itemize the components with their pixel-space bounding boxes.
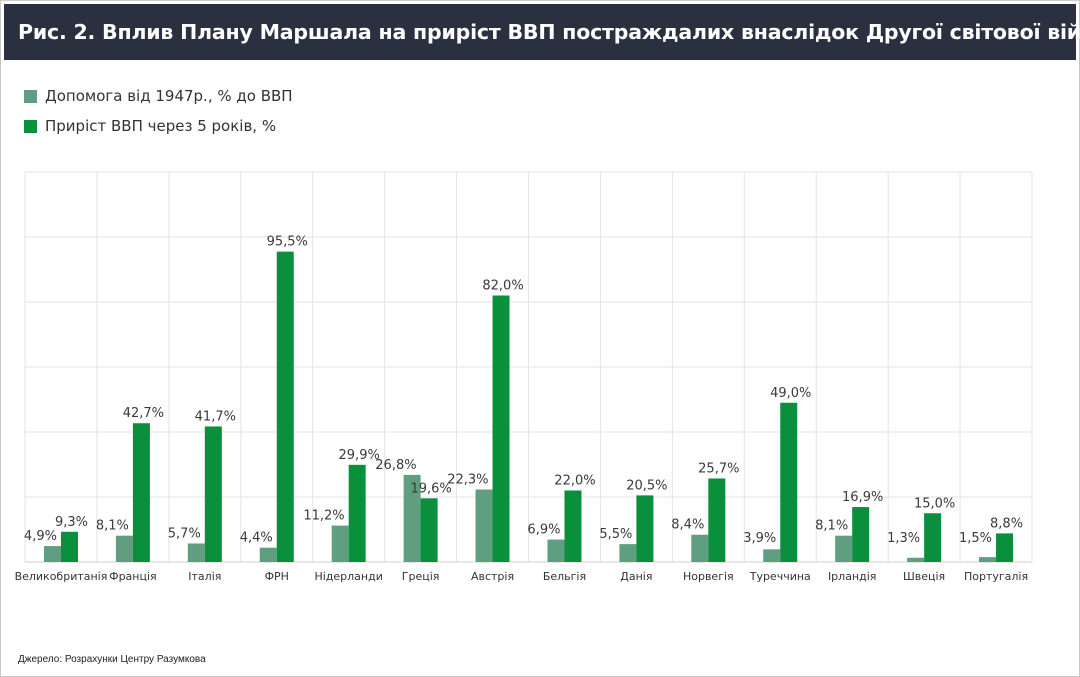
data-label-aid: 26,8% — [375, 458, 416, 473]
category-label: Швеція — [903, 570, 945, 583]
bar-aid — [979, 557, 997, 562]
bar-growth — [492, 295, 510, 562]
bar-growth — [276, 251, 294, 562]
category-label: Португалія — [964, 570, 1028, 583]
data-label-aid: 5,5% — [599, 527, 632, 542]
data-label-growth: 49,0% — [770, 386, 811, 401]
data-label-aid: 6,9% — [527, 523, 560, 538]
bar-growth — [132, 423, 150, 562]
data-label-aid: 8,1% — [815, 519, 848, 534]
bar-growth — [204, 426, 222, 562]
bar-aid — [403, 474, 421, 562]
title-bar: Рис. 2. Вплив Плану Маршала на приріст В… — [4, 4, 1080, 60]
data-label-aid: 1,5% — [959, 531, 992, 546]
bar-aid — [907, 557, 925, 562]
category-label: Греція — [402, 570, 440, 583]
bar-growth — [60, 531, 78, 562]
bar-growth — [348, 464, 366, 562]
bar-aid — [691, 534, 709, 562]
category-label: Італія — [188, 570, 221, 583]
legend-swatch-growth — [24, 119, 37, 133]
category-label: Австрія — [471, 570, 514, 583]
bar-growth — [708, 478, 726, 562]
bar-growth — [852, 507, 870, 562]
bar-aid — [331, 525, 349, 562]
bar-aid — [187, 543, 205, 562]
category-label: Данія — [620, 570, 652, 583]
bar-aid — [835, 535, 853, 562]
bar-growth — [636, 495, 654, 562]
category-label: ФРН — [265, 570, 289, 583]
data-label-aid: 4,9% — [24, 529, 57, 544]
bar-aid — [115, 535, 133, 562]
category-label: Франція — [109, 570, 157, 583]
bar-aid — [619, 544, 637, 562]
chart-title: Рис. 2. Вплив Плану Маршала на приріст В… — [18, 20, 1080, 44]
bar-aid — [259, 547, 277, 562]
data-label-growth: 42,7% — [123, 406, 164, 421]
legend-label-growth: Приріст ВВП через 5 років, % — [45, 117, 277, 135]
bar-aid — [475, 489, 493, 562]
bar-growth — [780, 402, 798, 562]
data-label-aid: 3,9% — [743, 531, 776, 546]
data-label-growth: 16,9% — [842, 490, 883, 505]
legend-item-growth: Приріст ВВП через 5 років, % — [24, 114, 293, 138]
data-label-aid: 8,4% — [671, 518, 704, 533]
category-label: Великобританія — [15, 570, 108, 583]
bar-aid — [43, 546, 61, 562]
bar-aid — [547, 539, 565, 562]
legend-swatch-aid — [24, 89, 37, 103]
data-label-growth: 20,5% — [626, 478, 667, 493]
bar-growth — [564, 490, 582, 562]
data-label-aid: 22,3% — [447, 473, 488, 488]
legend: Допомога від 1947р., % до ВВП Приріст ВВ… — [24, 84, 293, 144]
data-label-growth: 19,6% — [410, 481, 451, 496]
data-label-growth: 41,7% — [195, 409, 236, 424]
category-label: Норвегія — [683, 570, 734, 583]
data-label-growth: 82,0% — [482, 279, 523, 294]
data-label-aid: 8,1% — [96, 519, 129, 534]
data-label-aid: 1,3% — [887, 531, 920, 546]
data-label-growth: 29,9% — [339, 448, 380, 463]
source-note: Джерело: Розрахунки Центру Разумкова — [18, 654, 206, 665]
category-label: Туреччина — [749, 570, 811, 583]
category-label: Ірландія — [828, 570, 876, 583]
data-label-growth: 15,0% — [914, 496, 955, 511]
bar-growth — [924, 513, 942, 562]
data-label-growth: 8,8% — [990, 516, 1023, 531]
data-label-growth: 9,3% — [55, 515, 88, 530]
data-label-growth: 22,0% — [554, 474, 595, 489]
legend-label-aid: Допомога від 1947р., % до ВВП — [45, 87, 293, 105]
data-label-aid: 5,7% — [168, 526, 201, 541]
legend-item-aid: Допомога від 1947р., % до ВВП — [24, 84, 293, 108]
category-label: Бельгія — [543, 570, 586, 583]
bar-growth — [420, 498, 438, 562]
data-label-aid: 11,2% — [303, 509, 344, 524]
bar-growth — [996, 533, 1014, 562]
data-label-growth: 25,7% — [698, 461, 739, 476]
bar-aid — [763, 549, 781, 562]
data-label-aid: 4,4% — [240, 531, 273, 546]
category-label: Нідерланди — [314, 570, 382, 583]
data-label-growth: 95,5% — [267, 235, 308, 250]
